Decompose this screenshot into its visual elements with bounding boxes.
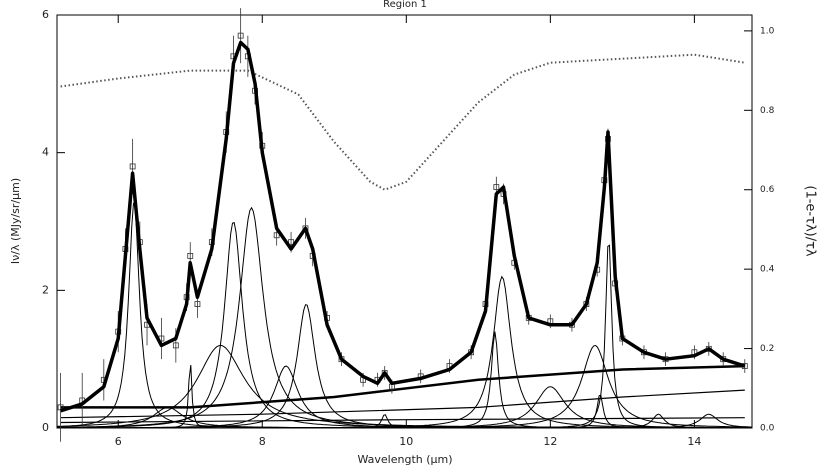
y-tick-label: 6 (42, 8, 49, 21)
data-point (194, 301, 201, 308)
x-tick-label: 6 (115, 435, 122, 448)
x-tick-label: 8 (259, 435, 266, 448)
feature-profile (57, 413, 752, 428)
x-tick-label: 14 (687, 435, 701, 448)
y2-tick-label: 1.0 (760, 26, 775, 36)
continuum-line (60, 389, 745, 419)
y2-axis-label: (1-e-τλ)/τλ (803, 185, 818, 257)
y-axis-label: Iν/λ (MJy/sr/μm) (9, 178, 22, 264)
data-point (288, 239, 294, 246)
feature-profile (57, 244, 752, 428)
y2-tick-label: 0.6 (760, 185, 775, 195)
data-point (172, 342, 179, 349)
y2-tick-label: 0.8 (760, 106, 775, 116)
plot-frame (56, 14, 753, 429)
x-tick-label: 12 (543, 435, 557, 448)
feature-profile (57, 206, 752, 428)
y2-tick-label: 0.0 (760, 424, 775, 434)
fit-line (60, 40, 746, 413)
data-point (273, 232, 280, 239)
y2-tick-label: 0.2 (760, 344, 774, 354)
data-point (187, 253, 194, 259)
continuum-line (60, 364, 745, 409)
data-point (129, 163, 136, 170)
x-axis-label: Wavelength (μm) (357, 453, 452, 466)
chart-title: Region 1 (383, 0, 427, 10)
extinction-curve (60, 53, 745, 191)
feature-profile (57, 202, 752, 428)
data-point (237, 32, 244, 39)
x-tick-label: 10 (399, 435, 413, 448)
feature-profile (57, 413, 752, 428)
y-tick-label: 0 (42, 421, 49, 434)
data-point (493, 184, 500, 190)
y-tick-label: 2 (42, 283, 49, 296)
y2-tick-label: 0.4 (760, 265, 775, 275)
y-tick-label: 4 (42, 146, 49, 159)
